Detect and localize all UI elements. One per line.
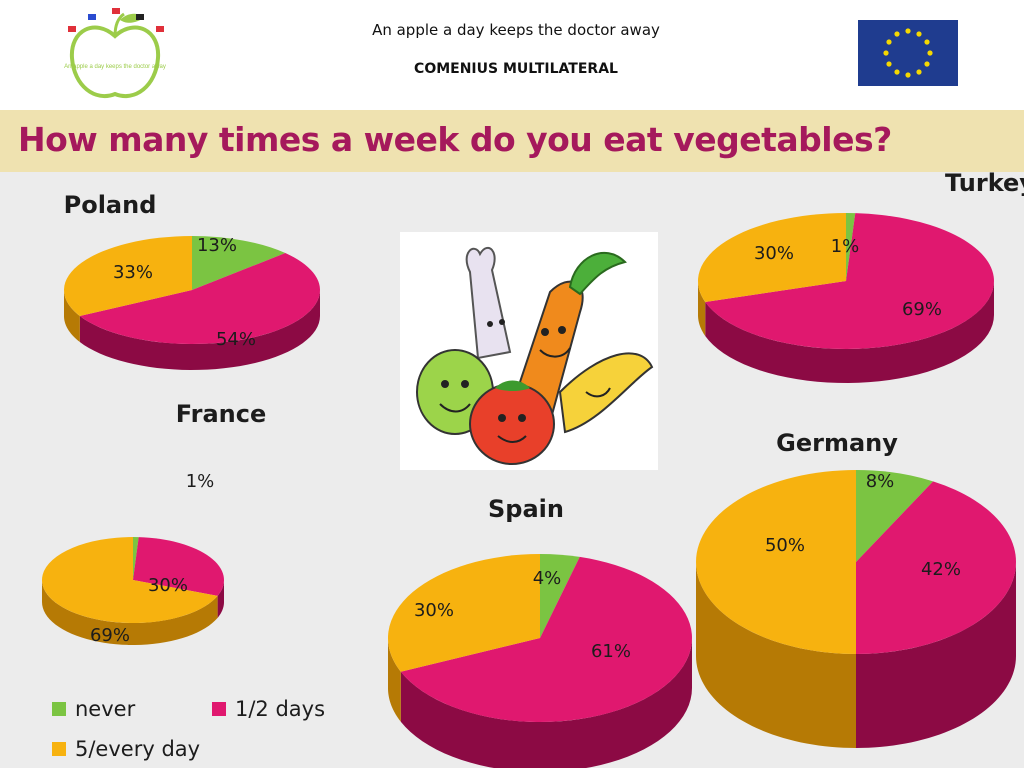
- pie-poland-side-days12: [79, 290, 320, 370]
- pie-france-side-everyday: [42, 580, 218, 645]
- pie-france-slice-days12: [133, 537, 225, 596]
- header-line-1: An apple a day keeps the doctor away: [372, 21, 660, 39]
- pie-spain: Spain 4% 61% 30%: [387, 495, 692, 768]
- pie-france: France 1% 30% 69%: [42, 400, 266, 646]
- pie-poland-label-everyday: 33%: [113, 262, 153, 283]
- pie-france-label-never: 1%: [186, 471, 215, 492]
- pie-germany: Germany 8% 42% 50%: [696, 429, 1017, 748]
- pie-turkey-side-everyday: [698, 281, 706, 337]
- pie-turkey-label-days12: 69%: [902, 299, 942, 320]
- pie-france-slice-never: [133, 537, 139, 580]
- pie-france-label-days12: 30%: [148, 575, 188, 596]
- pie-spain-side-everyday: [388, 638, 401, 722]
- legend-swatch-never: [52, 702, 66, 716]
- pie-poland-slice-everyday: [63, 236, 192, 317]
- pie-germany-slice-days12: [856, 481, 1017, 654]
- pie-poland: Poland 13% 54% 33%: [64, 191, 320, 370]
- pie-france-slice-everyday: [42, 537, 218, 623]
- pie-turkey-slice-everyday: [698, 213, 846, 303]
- pie-spain-label-never: 4%: [533, 568, 562, 589]
- slide-header: An apple a day keeps the doctor away An …: [0, 0, 1024, 110]
- legend-item-never: never: [52, 697, 135, 721]
- pie-turkey: Turkey 1% 69% 30%: [698, 169, 1024, 383]
- pie-germany-title: Germany: [776, 429, 898, 457]
- legend-item-1-2-days: 1/2 days: [212, 697, 325, 721]
- header-line-2: COMENIUS MULTILATERAL: [414, 61, 618, 77]
- slide-title: How many times a week do you eat vegetab…: [18, 120, 892, 159]
- pie-poland-label-days12: 54%: [216, 329, 256, 350]
- legend-swatch-1-2-days: [212, 702, 226, 716]
- pie-poland-side-everyday: [64, 290, 80, 343]
- legend-label-every-day: 5/every day: [75, 737, 201, 761]
- title-band: How many times a week do you eat vegetab…: [0, 110, 1024, 172]
- pie-france-title: France: [176, 400, 266, 428]
- pie-turkey-side-days12: [705, 281, 994, 383]
- pie-spain-slice-everyday: [387, 554, 540, 672]
- eu-flag-icon: [858, 20, 958, 86]
- pie-france-label-everyday: 69%: [90, 625, 130, 646]
- pie-france-side-days12: [217, 580, 224, 618]
- vegetables-cartoon-icon: [400, 232, 658, 470]
- pie-germany-side-days12: [856, 562, 1016, 748]
- legend-label-never: never: [75, 697, 136, 721]
- pie-poland-slice-days12: [79, 253, 320, 345]
- pie-spain-slice-never: [540, 554, 580, 638]
- pie-germany-label-days12: 42%: [921, 559, 961, 580]
- pie-germany-side-everyday: [696, 562, 856, 748]
- pie-spain-slice-days12: [400, 556, 692, 722]
- pie-turkey-title: Turkey: [945, 169, 1024, 197]
- pie-turkey-label-everyday: 30%: [754, 243, 794, 264]
- pie-turkey-slice-never: [846, 213, 856, 281]
- legend-item-every-day: 5/every day: [52, 737, 200, 761]
- pie-turkey-label-never: 1%: [831, 236, 860, 257]
- pie-poland-label-never: 13%: [197, 235, 237, 256]
- pie-germany-slice-never: [856, 470, 934, 562]
- pie-germany-label-never: 8%: [866, 471, 895, 492]
- pie-spain-label-everyday: 30%: [414, 600, 454, 621]
- pie-turkey-slice-days12: [705, 213, 995, 349]
- chart-legend: never 1/2 days 5/every day: [52, 697, 372, 767]
- apple-logo-icon: An apple a day keeps the doctor away: [64, 8, 166, 98]
- svg-text:An apple a day keeps the docto: An apple a day keeps the doctor away: [64, 64, 166, 70]
- legend-swatch-every-day: [52, 742, 66, 756]
- pie-poland-slice-never: [192, 236, 286, 290]
- pie-spain-side-days12: [400, 638, 692, 768]
- pie-germany-label-everyday: 50%: [765, 535, 805, 556]
- legend-label-1-2-days: 1/2 days: [235, 697, 326, 721]
- pie-spain-label-days12: 61%: [591, 641, 631, 662]
- pie-spain-title: Spain: [488, 495, 564, 523]
- pie-germany-slice-everyday: [696, 470, 856, 654]
- pie-poland-title: Poland: [64, 191, 157, 219]
